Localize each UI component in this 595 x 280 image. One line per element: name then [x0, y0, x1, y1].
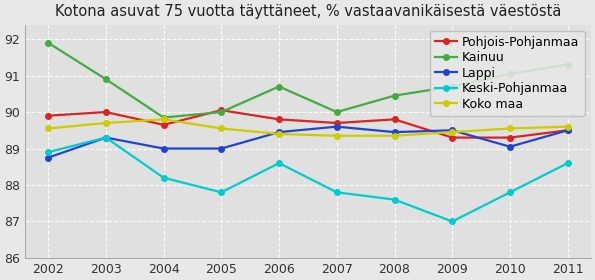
Pohjois-Pohjanmaa: [218, 109, 225, 112]
Keski-Pohjanmaa: [275, 162, 283, 165]
Keski-Pohjanmaa: [564, 162, 571, 165]
Koko maa: [218, 127, 225, 130]
Keski-Pohjanmaa: [333, 191, 340, 194]
Pohjois-Pohjanmaa: [275, 118, 283, 121]
Line: Koko maa: Koko maa: [45, 116, 571, 139]
Lappi: [391, 130, 398, 134]
Lappi: [102, 136, 109, 139]
Title: Kotona asuvat 75 vuotta täyttäneet, % vastaavanikäisestä väestöstä: Kotona asuvat 75 vuotta täyttäneet, % va…: [55, 4, 561, 19]
Legend: Pohjois-Pohjanmaa, Kainuu, Lappi, Keski-Pohjanmaa, Koko maa: Pohjois-Pohjanmaa, Kainuu, Lappi, Keski-…: [430, 31, 584, 116]
Line: Pohjois-Pohjanmaa: Pohjois-Pohjanmaa: [45, 108, 571, 140]
Koko maa: [333, 134, 340, 137]
Koko maa: [45, 127, 52, 130]
Kainuu: [391, 94, 398, 97]
Keski-Pohjanmaa: [506, 191, 513, 194]
Koko maa: [564, 125, 571, 128]
Koko maa: [449, 130, 456, 134]
Pohjois-Pohjanmaa: [333, 121, 340, 125]
Kainuu: [506, 72, 513, 75]
Kainuu: [160, 116, 167, 119]
Lappi: [160, 147, 167, 150]
Lappi: [449, 129, 456, 132]
Lappi: [333, 125, 340, 128]
Lappi: [45, 156, 52, 159]
Lappi: [564, 129, 571, 132]
Keski-Pohjanmaa: [449, 220, 456, 223]
Pohjois-Pohjanmaa: [45, 114, 52, 117]
Koko maa: [102, 121, 109, 125]
Kainuu: [218, 110, 225, 114]
Kainuu: [102, 78, 109, 81]
Keski-Pohjanmaa: [218, 191, 225, 194]
Pohjois-Pohjanmaa: [391, 118, 398, 121]
Line: Lappi: Lappi: [45, 124, 571, 160]
Keski-Pohjanmaa: [160, 176, 167, 179]
Pohjois-Pohjanmaa: [564, 129, 571, 132]
Kainuu: [333, 110, 340, 114]
Keski-Pohjanmaa: [45, 151, 52, 154]
Koko maa: [506, 127, 513, 130]
Lappi: [218, 147, 225, 150]
Lappi: [275, 130, 283, 134]
Pohjois-Pohjanmaa: [102, 110, 109, 114]
Line: Keski-Pohjanmaa: Keski-Pohjanmaa: [45, 135, 571, 224]
Kainuu: [449, 85, 456, 88]
Kainuu: [564, 63, 571, 66]
Pohjois-Pohjanmaa: [506, 136, 513, 139]
Keski-Pohjanmaa: [391, 198, 398, 201]
Koko maa: [160, 118, 167, 121]
Pohjois-Pohjanmaa: [449, 136, 456, 139]
Koko maa: [391, 134, 398, 137]
Line: Kainuu: Kainuu: [45, 40, 571, 120]
Keski-Pohjanmaa: [102, 136, 109, 139]
Koko maa: [275, 132, 283, 136]
Kainuu: [275, 85, 283, 88]
Pohjois-Pohjanmaa: [160, 123, 167, 127]
Kainuu: [45, 41, 52, 45]
Lappi: [506, 145, 513, 148]
